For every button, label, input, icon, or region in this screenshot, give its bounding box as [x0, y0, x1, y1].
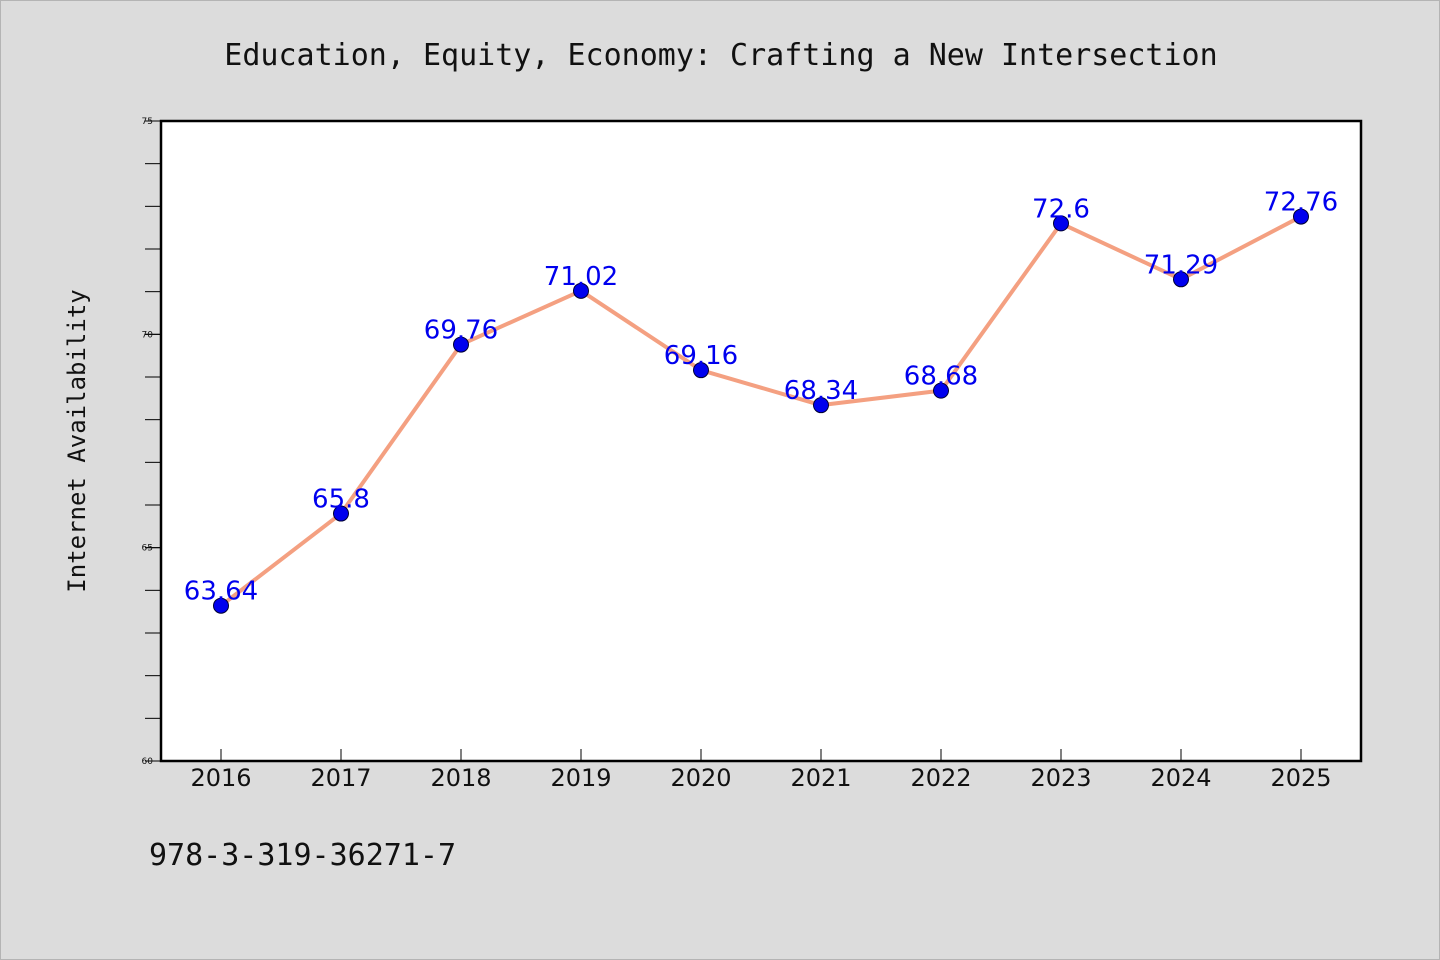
- data-point: [453, 336, 469, 353]
- data-label: 63.64: [184, 577, 258, 607]
- data-point: [933, 382, 949, 399]
- data-label: 65.8: [312, 485, 370, 515]
- x-tick-label: 2016: [190, 764, 251, 792]
- data-point: [693, 362, 709, 379]
- y-tick-label: 60: [142, 757, 154, 767]
- data-label: 68.68: [904, 362, 978, 392]
- y-axis-label: Internet Availability: [63, 289, 91, 592]
- y-minor-ticks: [145, 120, 161, 762]
- series-layer: 63.64 65.8 69.76 71.02 69.16 68.34 68.68 72.6 71…: [184, 188, 1338, 614]
- data-point: [333, 505, 349, 522]
- x-axis-ticks: 2016 2017 2018 2019 2020 2021 2022 2023 2024 2025: [190, 749, 1332, 792]
- data-label: 72.76: [1264, 188, 1338, 218]
- data-label: 69.76: [424, 316, 498, 346]
- data-label: 72.6: [1032, 194, 1090, 224]
- x-tick-label: 2018: [430, 764, 491, 792]
- data-point: [813, 397, 829, 414]
- data-point: [1293, 208, 1309, 225]
- x-tick-label: 2019: [550, 764, 611, 792]
- plot-area: [161, 121, 1361, 761]
- y-tick-label: 75: [142, 117, 153, 127]
- plot-frame: [159, 119, 1363, 763]
- x-tick-label: 2017: [310, 764, 371, 792]
- x-tick-label: 2022: [910, 764, 971, 792]
- y-axis-ticks: 60 65 70 75: [142, 117, 161, 767]
- data-label: 69.16: [664, 341, 738, 371]
- x-tick-label: 2025: [1270, 764, 1331, 792]
- data-point: [1053, 215, 1069, 232]
- x-tick-label: 2023: [1030, 764, 1091, 792]
- x-tick-label: 2020: [670, 764, 731, 792]
- data-label: 71.02: [544, 262, 618, 292]
- isbn-footer: 978-3-319-36271-7: [149, 838, 456, 873]
- x-tick-label: 2021: [790, 764, 851, 792]
- data-point: [213, 597, 229, 614]
- x-tick-label: 2024: [1150, 764, 1211, 792]
- chart-title: Education, Equity, Economy: Crafting a N…: [224, 38, 1217, 73]
- y-tick-label: 65: [142, 544, 153, 554]
- data-point: [1173, 271, 1189, 288]
- data-label: 71.29: [1144, 250, 1218, 280]
- data-label: 68.34: [784, 376, 858, 406]
- series-line: [219, 214, 1303, 608]
- y-tick-label: 70: [142, 330, 154, 340]
- data-point: [573, 282, 589, 299]
